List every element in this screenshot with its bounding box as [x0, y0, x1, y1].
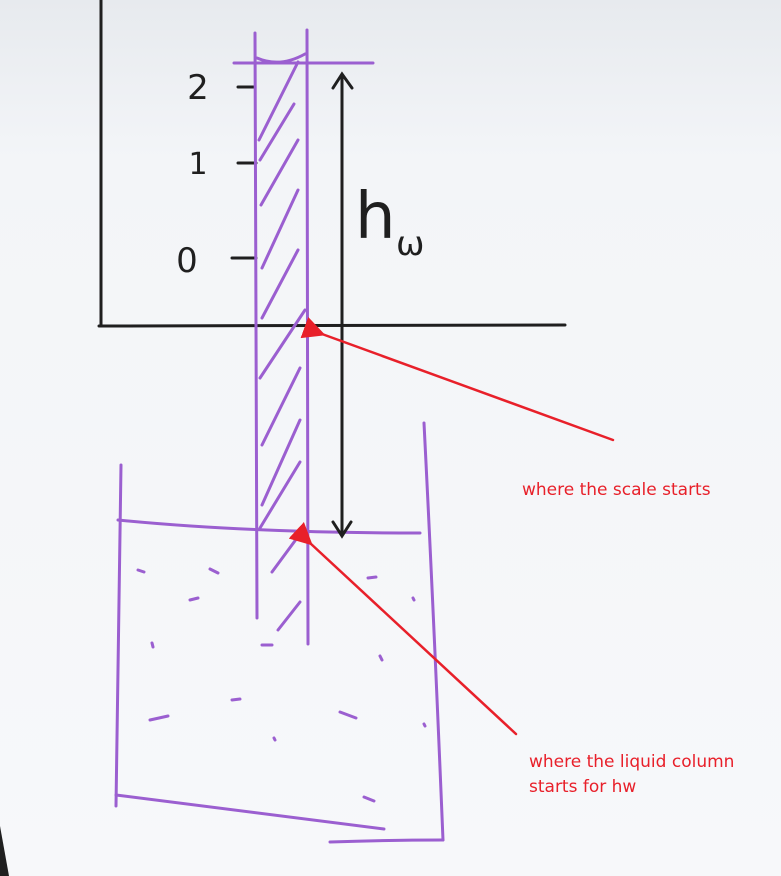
arrow-head-top [331, 71, 354, 90]
beaker [114, 421, 445, 844]
hw-dimension-arrow [331, 71, 354, 539]
tube-left-wall [253, 31, 259, 620]
liquid-start-arrow [288, 522, 518, 736]
edge-shadow [0, 826, 9, 876]
scale-frame [97, 0, 567, 328]
tick-label-0: 0 [176, 241, 198, 281]
beaker-right-bottom [328, 838, 445, 844]
tick-label-1: 1 [188, 147, 207, 182]
scale-start-arrow [300, 317, 615, 442]
liquid-surface [116, 518, 422, 535]
beaker-right-wall [422, 421, 445, 842]
beaker-left-wall [114, 463, 123, 808]
liquid-marks [136, 567, 427, 803]
annotation-scale-start: where the scale starts [522, 480, 711, 500]
hw-label-h: h [355, 180, 396, 254]
tube-hatching [257, 60, 307, 632]
scale-ticks [230, 85, 258, 260]
tube-right-wall [305, 28, 310, 646]
tick-label-2: 2 [187, 68, 209, 108]
manometer-tube [232, 28, 375, 646]
annotation-arrows [288, 317, 615, 736]
hw-label-subscript: ω [396, 224, 424, 264]
beaker-bottom [114, 793, 386, 831]
annotation-liquid-start: where the liquid column starts for hw [529, 752, 735, 797]
arrow-head-bottom [331, 520, 353, 539]
